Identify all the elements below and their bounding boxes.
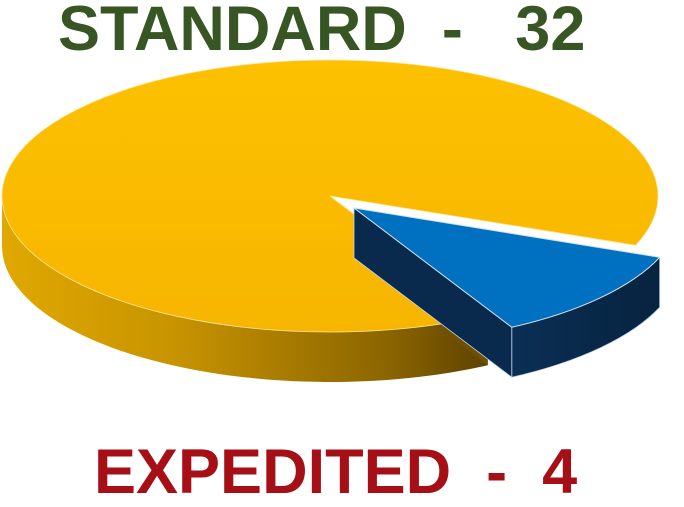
expedited-label: EXPEDITED - 4 [94, 437, 578, 507]
expedited-slice-top [353, 207, 661, 328]
standard-slice-top [1, 59, 659, 333]
standard-slice-side [1, 196, 488, 383]
standard-label: STANDARD - 32 [58, 0, 586, 64]
